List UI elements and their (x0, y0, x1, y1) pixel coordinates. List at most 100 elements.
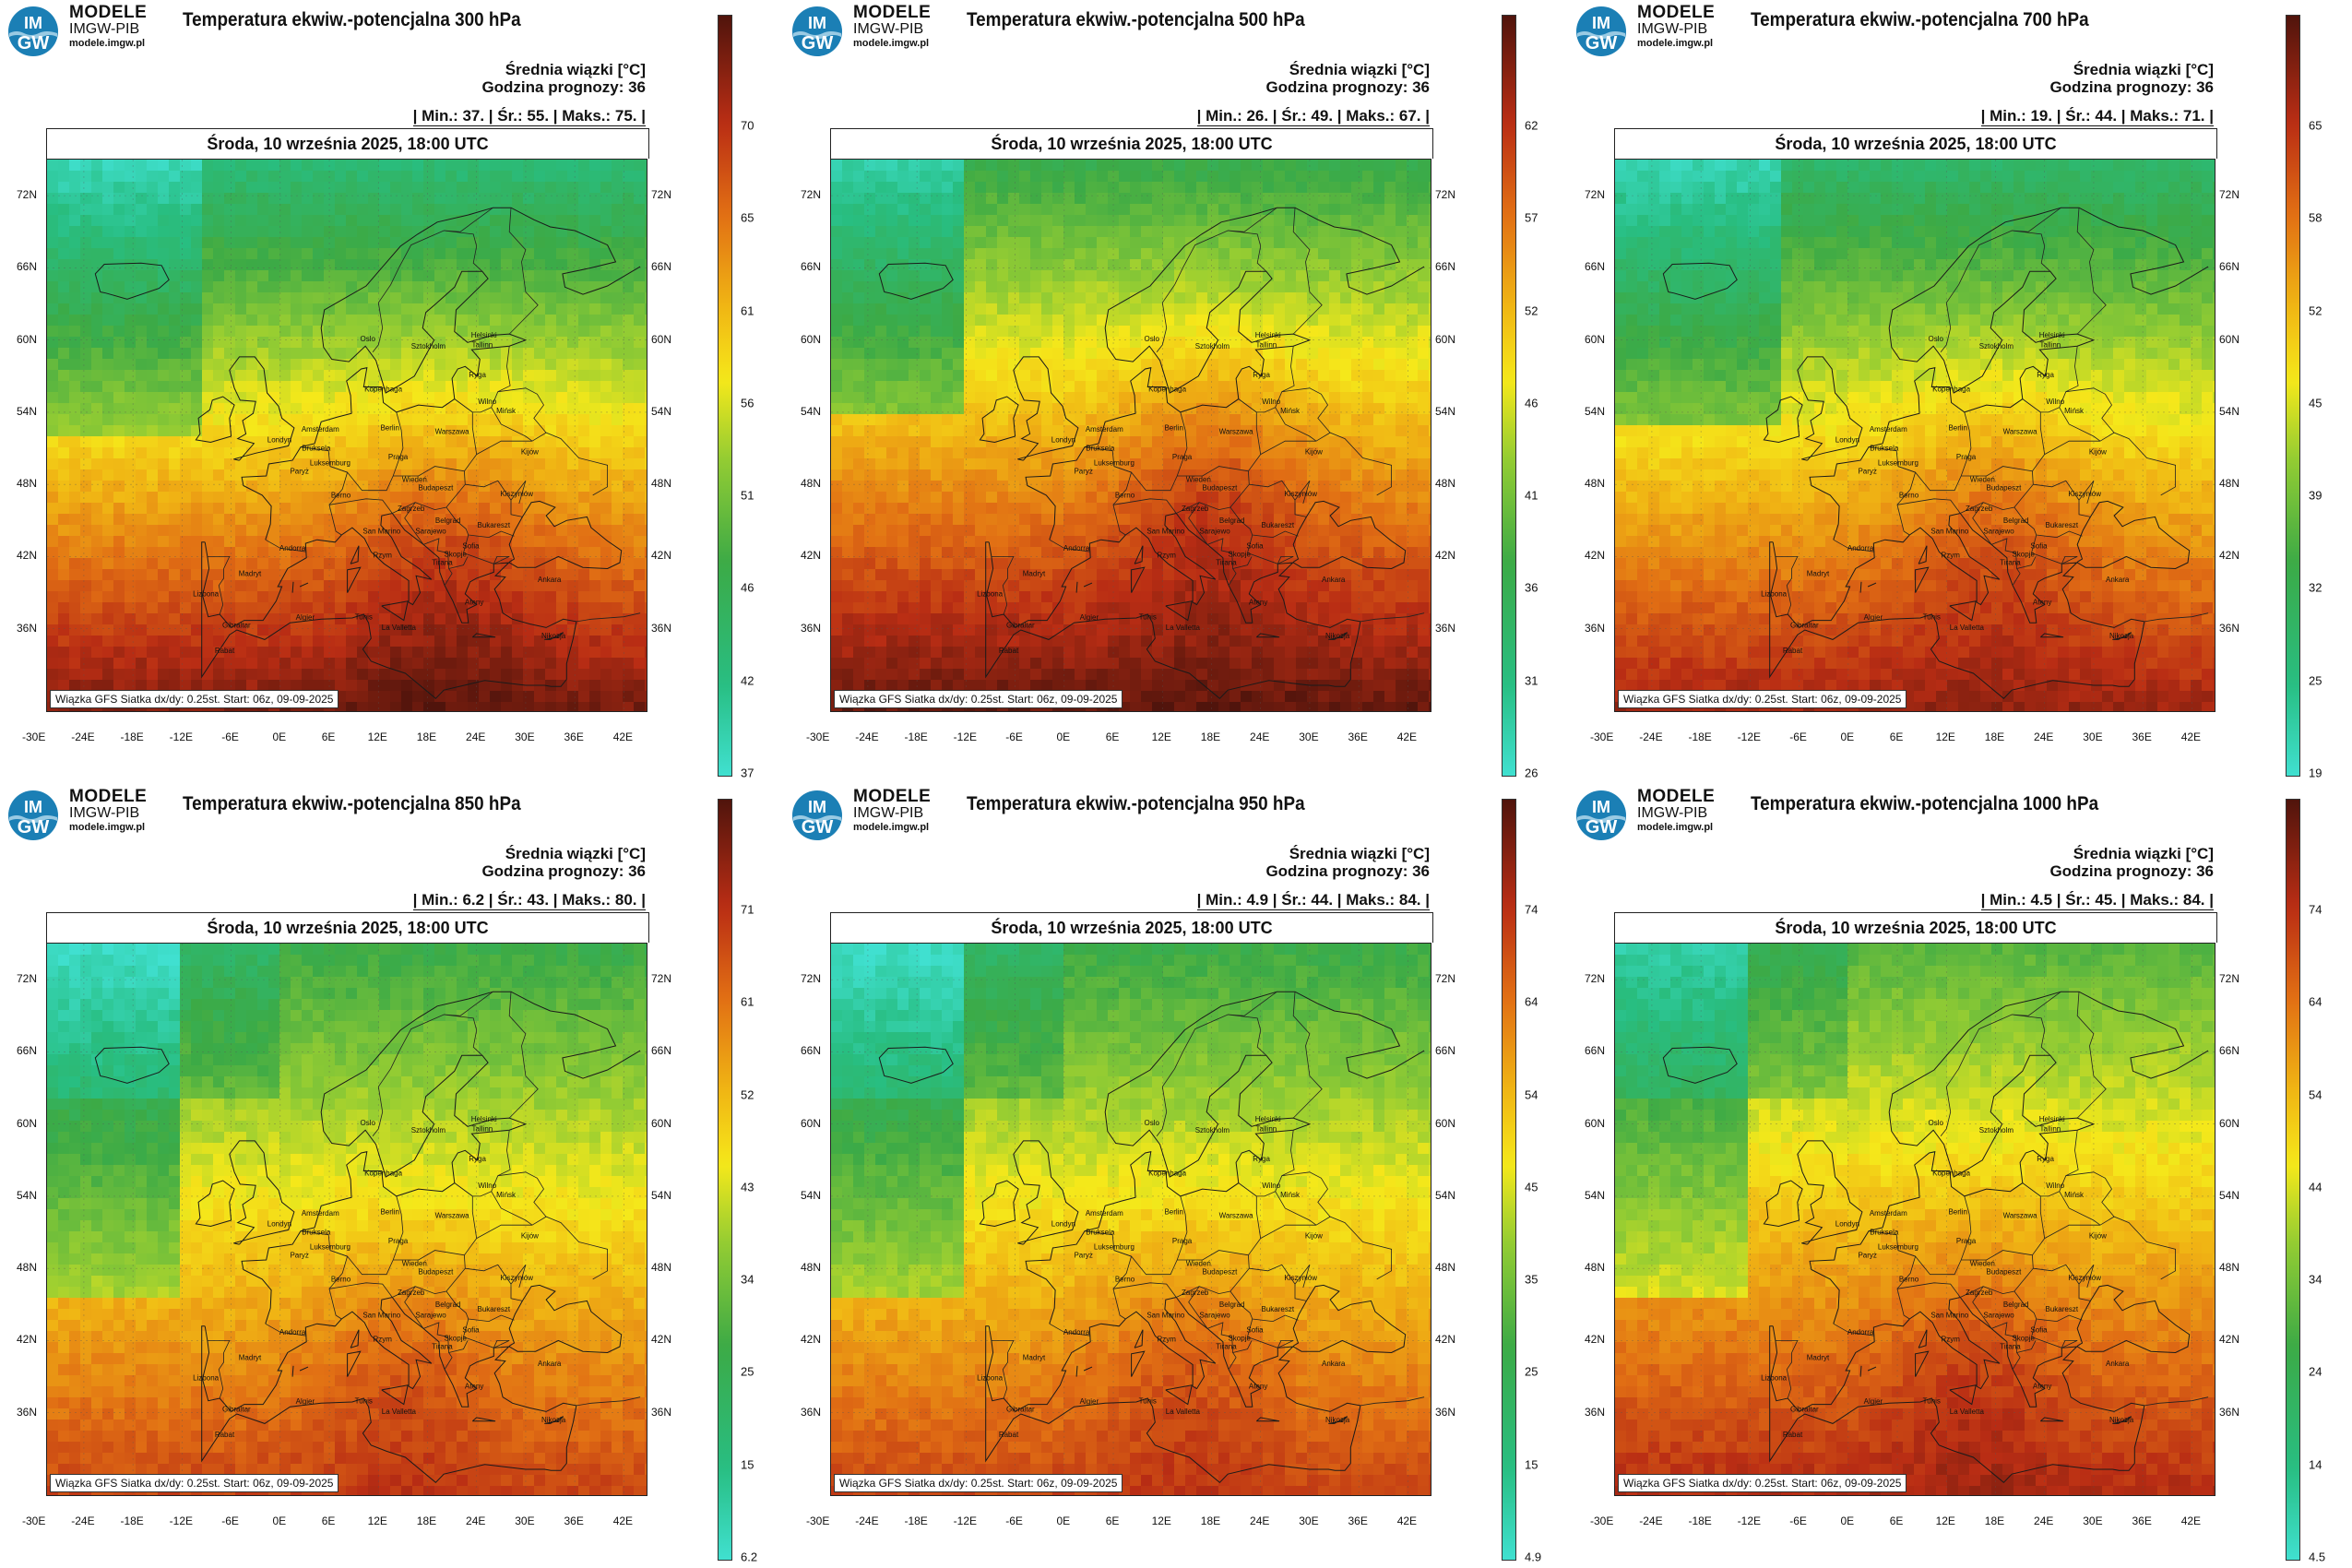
brand-url[interactable]: modele.imgw.pl (1637, 38, 1714, 49)
city-label: Warszawa (2003, 427, 2038, 435)
city-label: Wilno (478, 398, 497, 406)
map-panel-500hpa: IM GW MODELE IMGW-PIB modele.imgw.pl Tem… (784, 0, 1568, 784)
country-borders (991, 991, 1425, 1407)
city-label: Bukareszt (478, 1305, 511, 1313)
colorbar-tick: 25 (1525, 1364, 1538, 1379)
lat-label-right: 54N (651, 404, 672, 418)
city-label: Bukareszt (478, 521, 511, 529)
city-label: Helsinki (2039, 331, 2065, 339)
brand-url[interactable]: modele.imgw.pl (69, 822, 146, 833)
brand-url[interactable]: modele.imgw.pl (853, 38, 930, 49)
brand-url[interactable]: modele.imgw.pl (69, 38, 146, 49)
lat-label-right: 36N (2219, 1405, 2240, 1419)
city-label: Tallinn (1256, 341, 1277, 350)
lon-label: 36E (2132, 1515, 2152, 1527)
city-label: Luksemburg (1094, 1242, 1134, 1251)
city-label: Tirana (2000, 559, 2021, 567)
lat-label-right: 72N (651, 972, 672, 986)
temperature-field (831, 944, 1431, 1495)
city-labels: Oslo Sztokholm Helsinki Tallinn Ryga Kopenhag… (193, 1115, 566, 1439)
city-label: Praga (1956, 1237, 1977, 1245)
colorbar-tick: 70 (741, 118, 754, 133)
lon-label: 18E (1200, 1515, 1221, 1527)
city-label: Skopje (2012, 550, 2035, 558)
brand-institute: IMGW-PIB (1637, 21, 1708, 37)
city-label: Kopenhaga (1148, 386, 1186, 394)
city-label: La Valletta (1166, 1408, 1201, 1416)
graticule (47, 944, 647, 1495)
colorbar-tick: 65 (2309, 118, 2322, 133)
city-label: San Marino (362, 528, 400, 536)
brand-name: MODELE (1637, 787, 1716, 806)
lon-label: 18E (416, 1515, 437, 1527)
map-svg: Oslo Sztokholm Helsinki Tallinn Ryga Kopenhag… (831, 944, 1431, 1495)
legend-info: Średnia wiązki [°C] Godzina prognozy: 36 (1265, 845, 1430, 880)
stats-line: | Min.: 26. | Śr.: 49. | Maks.: 67. | (1196, 107, 1430, 126)
city-label: Berno (1115, 1276, 1135, 1284)
lon-label: -24E (71, 1515, 95, 1527)
city-label: Gibraltar (222, 621, 251, 629)
colorbar-tick: 14 (2309, 1457, 2322, 1472)
city-label: Luksemburg (310, 1242, 350, 1251)
city-label: Ateny (2033, 599, 2051, 607)
lon-label: -18E (120, 1515, 144, 1527)
lon-label: -30E (1590, 1515, 1614, 1527)
lat-label-left: 48N (801, 1261, 822, 1275)
city-label: Bukareszt (2046, 521, 2079, 529)
lon-label: 6E (321, 731, 336, 743)
lon-label: 42E (612, 731, 634, 743)
lat-label-right: 48N (651, 1261, 672, 1275)
city-label: Gibraltar (1006, 1405, 1035, 1413)
graticule (831, 160, 1431, 711)
city-label: Oslo (1144, 1119, 1159, 1127)
city-label: Luksemburg (1878, 458, 1918, 467)
city-label: Budapeszt (1202, 1268, 1238, 1277)
lon-label: 0E (1840, 731, 1855, 743)
lat-label-left: 36N (1585, 1405, 1606, 1419)
forecast-hour: Godzina prognozy: 36 (1265, 78, 1430, 96)
city-label: Mińsk (2064, 1191, 2085, 1199)
lat-label-left: 48N (1585, 477, 1606, 491)
city-label: Bruksela (1870, 1229, 1899, 1237)
map-area: Oslo Sztokholm Helsinki Tallinn Ryga Kopenhag… (830, 159, 1431, 712)
city-label: Helsinki (471, 331, 497, 339)
map-panel-850hpa: IM GW MODELE IMGW-PIB modele.imgw.pl Tem… (0, 784, 784, 1568)
lat-label-left: 48N (801, 477, 822, 491)
legend-title: Średnia wiązki [°C] (505, 61, 646, 78)
colorbar-tick: 39 (2309, 488, 2322, 503)
city-label: Amsterdam (302, 1209, 339, 1218)
city-label: Luksemburg (1878, 1242, 1918, 1251)
colorbar-tick: 52 (741, 1087, 754, 1102)
city-label: Rabat (215, 647, 235, 655)
country-borders (1775, 991, 2209, 1407)
legend-info: Średnia wiązki [°C] Godzina prognozy: 36 (2049, 61, 2214, 96)
city-label: San Marino (1930, 1312, 1968, 1320)
model-credit: Wiązka GFS Siatka dx/dy: 0.25st. Start: … (834, 1474, 1123, 1492)
city-label: Tunis (1139, 1396, 1157, 1405)
lat-label-right: 48N (2219, 477, 2240, 491)
city-label: Oslo (360, 1119, 375, 1127)
colorbar-tick: 25 (741, 1364, 754, 1379)
lat-label-right: 60N (2219, 332, 2240, 346)
stats-line: | Min.: 6.2 | Śr.: 43. | Maks.: 80. | (412, 891, 646, 910)
city-label: La Valletta (382, 624, 417, 632)
colorbar-tick: 74 (2309, 902, 2322, 917)
city-label: Sarajewo (415, 1312, 446, 1320)
lat-label-right: 36N (2219, 621, 2240, 635)
colorbar-tick: 45 (1525, 1180, 1538, 1194)
brand-url[interactable]: modele.imgw.pl (853, 822, 930, 833)
city-label: Ryga (1253, 371, 1270, 379)
brand-url[interactable]: modele.imgw.pl (1637, 822, 1714, 833)
city-label: Sofia (462, 541, 480, 550)
colorbar (1502, 15, 1516, 777)
valid-date: Środa, 10 września 2025, 18:00 UTC (46, 912, 649, 943)
city-label: San Marino (1146, 1312, 1184, 1320)
city-label: Wilno (2046, 1182, 2065, 1190)
city-label: Gibraltar (222, 1405, 251, 1413)
city-label: Zagrzeb (398, 505, 425, 513)
lat-label-right: 66N (2219, 1044, 2240, 1058)
city-label: Madryt (1807, 1353, 1830, 1361)
lat-label-right: 60N (2219, 1116, 2240, 1130)
city-label: Londyn (1835, 1220, 1859, 1229)
city-label: Wilno (478, 1182, 497, 1190)
